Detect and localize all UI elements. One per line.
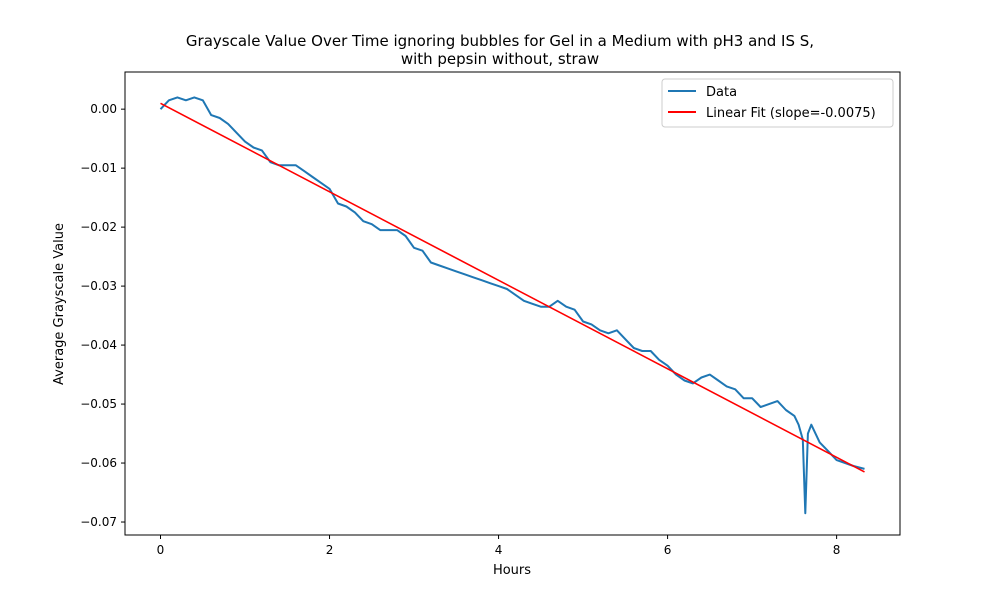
x-tick-label: 0 [157,543,165,557]
x-tick-label: 2 [326,543,334,557]
x-axis: 0 2 4 6 8 [157,535,841,557]
y-tick-label: −0.02 [80,220,117,234]
y-tick-label: −0.07 [80,515,117,529]
x-tick-label: 4 [495,543,503,557]
y-tick-label: −0.03 [80,279,117,293]
plot-frame [124,71,901,536]
series-line-linear-fit [160,102,865,473]
chart-title: Grayscale Value Over Time ignoring bubbl… [185,32,815,50]
y-tick-label: −0.01 [80,161,117,175]
series-layer [159,96,865,515]
y-tick-label: 0.00 [90,102,117,116]
y-axis-label: Average Grayscale Value [52,223,67,385]
x-tick-label: 8 [833,543,841,557]
x-axis-label: Hours [493,563,531,578]
y-tick-label: −0.06 [80,456,117,470]
y-axis: 0.00 −0.01 −0.02 −0.03 −0.04 −0.05 −0.06 −0.07 [80,102,125,529]
plot-background [125,72,900,535]
legend-box [661,78,894,128]
chart-subtitle: with pepsin without, straw [400,50,600,68]
series-line-data [159,96,865,515]
y-tick-label: −0.04 [80,338,117,352]
legend: Data Linear Fit (slope=-0.0075) [661,78,894,128]
y-tick-label: −0.05 [80,397,117,411]
legend-label-linear-fit: Linear Fit (slope=-0.0075) [706,106,876,121]
legend-label-data: Data [706,85,737,100]
x-tick-label: 6 [664,543,672,557]
